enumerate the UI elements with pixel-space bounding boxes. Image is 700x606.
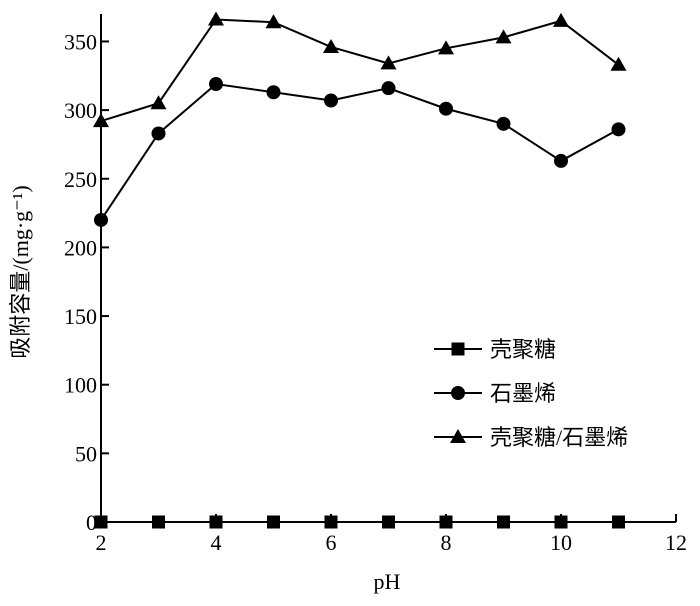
data-point [496, 116, 511, 131]
x-tick-label: 8 [441, 530, 452, 555]
y-tick-label: 0 [86, 510, 97, 535]
series-line [100, 82, 619, 221]
data-point [151, 126, 166, 141]
x-tick-label: 12 [665, 530, 687, 555]
data-point [439, 101, 453, 116]
y-tick-label: 100 [64, 373, 97, 398]
data-point [94, 212, 108, 227]
series-layer [93, 11, 627, 529]
data-point [324, 93, 338, 108]
data-point [497, 515, 510, 529]
data-point [152, 515, 165, 529]
data-point [93, 113, 109, 128]
data-point [208, 11, 224, 26]
data-point [382, 515, 395, 529]
legend-marker [451, 386, 465, 400]
y-tick-label: 150 [64, 304, 97, 329]
data-point [150, 95, 167, 110]
series-square [94, 515, 625, 529]
data-point [611, 122, 626, 137]
y-tick-label: 300 [64, 98, 97, 123]
series-triangle [93, 11, 627, 128]
series-line [100, 18, 620, 123]
y-tick-label: 50 [75, 441, 97, 466]
data-point [323, 38, 339, 53]
data-point [554, 153, 568, 168]
data-point [610, 56, 627, 71]
legend-marker [451, 342, 465, 356]
y-tick-label: 250 [64, 167, 97, 192]
data-point [324, 515, 338, 529]
legend-item: 壳聚糖/石墨烯 [434, 425, 628, 450]
data-point [209, 515, 223, 529]
y-tick-label: 200 [64, 235, 97, 260]
data-point [553, 12, 569, 27]
y-axis-title: 吸附容量/(mg·g⁻¹) [8, 185, 33, 358]
x-tick-label: 2 [96, 530, 107, 555]
data-point [439, 515, 453, 529]
data-point [94, 515, 108, 529]
data-point [265, 14, 282, 29]
data-point [209, 77, 223, 92]
data-point [495, 29, 512, 44]
x-tick-label: 6 [326, 530, 337, 555]
legend-marker [450, 429, 466, 443]
legend-label: 石墨烯 [490, 381, 556, 406]
legend-label: 壳聚糖/石墨烯 [490, 425, 628, 450]
x-axis-title: pH [374, 569, 401, 594]
data-point [380, 55, 397, 70]
y-tick-label: 350 [64, 29, 97, 54]
x-tick-label: 10 [550, 530, 572, 555]
data-point [554, 515, 568, 529]
legend-item: 壳聚糖 [434, 337, 556, 362]
data-point [266, 85, 281, 100]
series-circle [94, 77, 626, 227]
data-point [381, 81, 396, 96]
x-tick-label: 4 [211, 530, 222, 555]
legend-label: 壳聚糖 [490, 337, 556, 362]
data-point [438, 40, 454, 55]
legend-item: 石墨烯 [434, 381, 556, 406]
axes: 2 4 6 8 10 12 0 50 100 150 200 250 300 350 [64, 14, 687, 555]
data-point [612, 515, 625, 529]
data-point [267, 515, 280, 529]
